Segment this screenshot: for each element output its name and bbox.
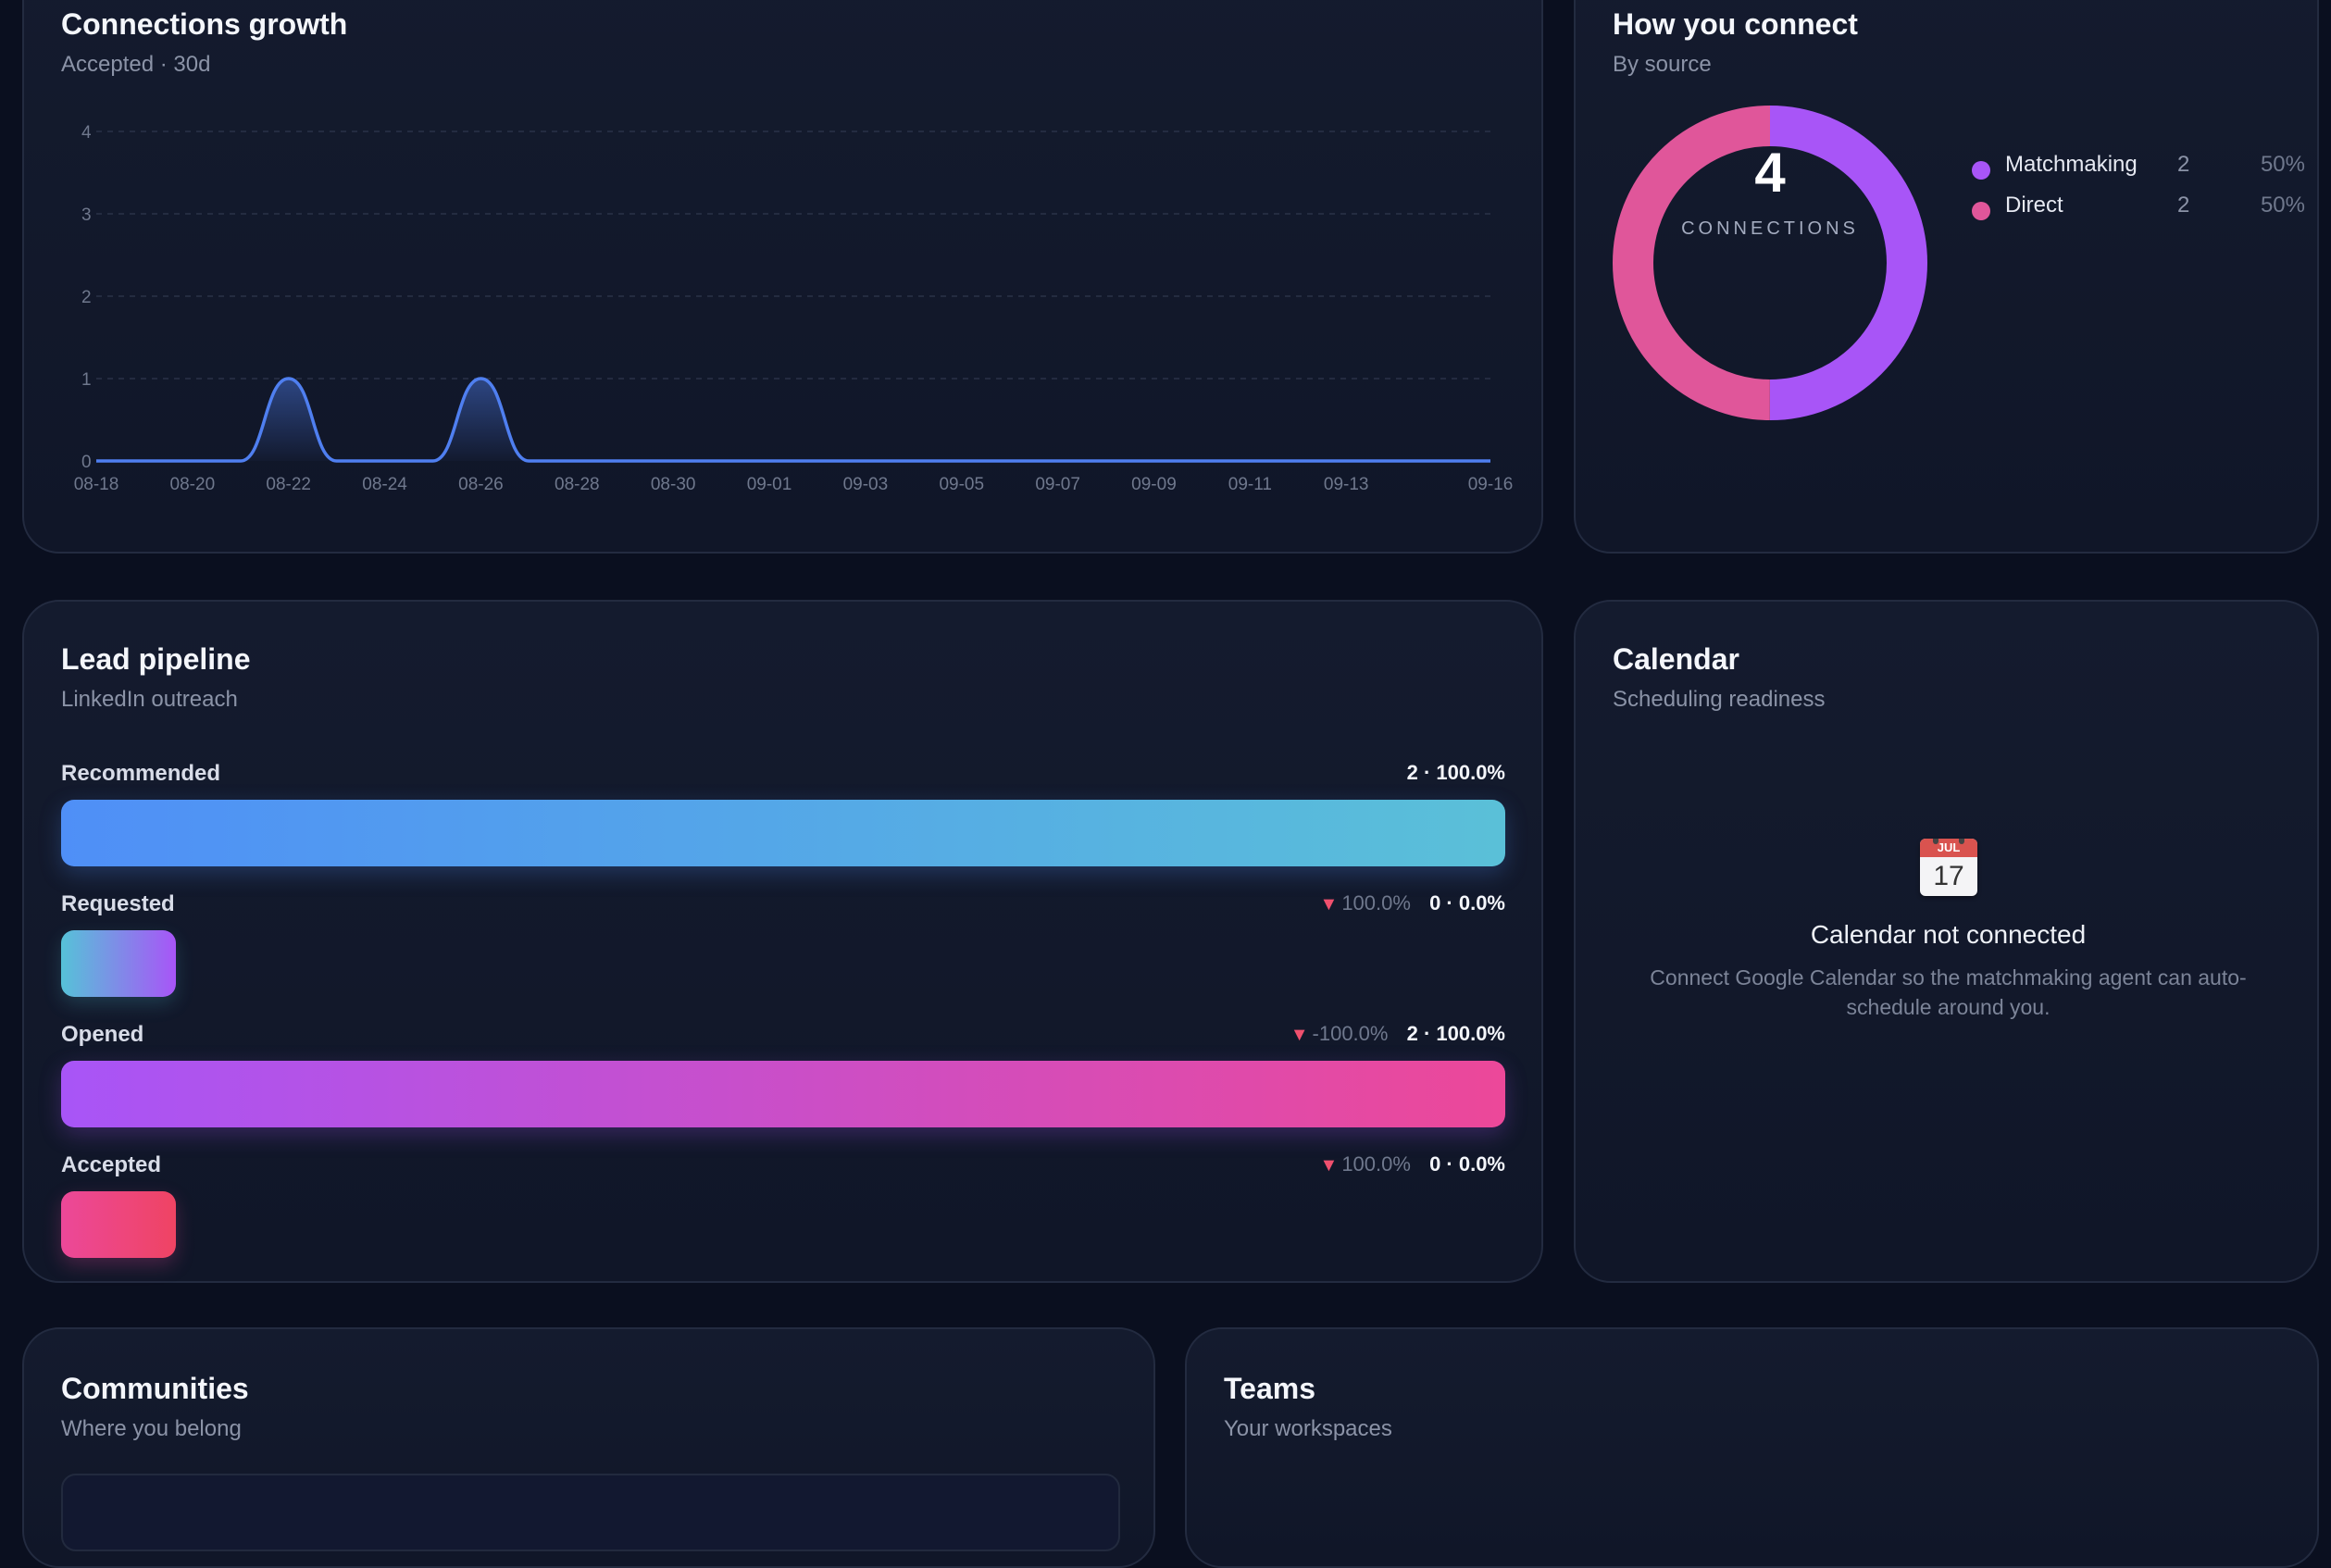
y-tick-label: 4 — [81, 123, 92, 143]
legend-percent: 50% — [2260, 152, 2305, 177]
y-tick-label: 1 — [81, 370, 92, 390]
how-you-connect-title: How you connect — [1613, 7, 1858, 41]
connections-growth-title: Connections growth — [61, 7, 348, 41]
stage-value: 2 · 100.0% — [1406, 1022, 1505, 1045]
connections-growth-chart: 0 1 2 3 4 08-18 08-20 08-22 08-24 08-26 08-28 08-30… — [74, 123, 1514, 494]
community-list-item[interactable] — [61, 1474, 1120, 1551]
stage-value: 2 · 100.0% — [1406, 761, 1505, 784]
x-tick-label: 08-18 — [74, 475, 119, 494]
lead-pipeline-title: Lead pipeline — [61, 642, 251, 676]
connections-total-label: CONNECTIONS — [1681, 218, 1859, 239]
how-you-connect-card: How you connect By source 4 CONNECTIONS … — [1574, 0, 2319, 554]
x-tick-label: 09-09 — [1131, 475, 1177, 494]
calendar-ring — [1933, 839, 1938, 844]
communities-subtitle: Where you belong — [61, 1416, 242, 1441]
connections-growth-subtitle: Accepted · 30d — [61, 52, 211, 77]
stage-bar — [61, 800, 1505, 866]
stage-bar — [61, 930, 176, 997]
x-tick-label: 09-13 — [1324, 475, 1369, 494]
calendar-icon-month: JUL — [1920, 839, 1977, 857]
stage-value: 0 · 0.0% — [1429, 891, 1505, 915]
legend-item-matchmaking: Matchmaking 2 50% — [1972, 152, 2305, 193]
stage-label: Opened — [61, 1022, 144, 1047]
teams-subtitle: Your workspaces — [1224, 1416, 1392, 1441]
legend-percent: 50% — [2260, 193, 2305, 218]
stage-label: Requested — [61, 891, 175, 916]
x-tick-label: 09-01 — [747, 475, 792, 494]
x-tick-label: 09-16 — [1468, 475, 1514, 494]
stage-bar — [61, 1061, 1505, 1127]
teams-card: Teams Your workspaces — [1185, 1327, 2319, 1568]
stage-delta-value: 100.0% — [1341, 1152, 1411, 1176]
lead-pipeline-card: Lead pipeline LinkedIn outreach Recommen… — [22, 600, 1543, 1283]
series-line — [96, 377, 1490, 463]
x-tick-label: 08-22 — [266, 475, 311, 494]
stage-delta-value: -100.0% — [1312, 1022, 1389, 1045]
x-tick-label: 09-03 — [843, 475, 889, 494]
x-tick-label: 08-24 — [362, 475, 407, 494]
stage-stats: ▼ 100.0% 0 · 0.0% — [1320, 1152, 1505, 1176]
legend-name: Matchmaking — [2005, 152, 2138, 177]
stage-delta: ▼ -100.0% — [1290, 1022, 1389, 1045]
x-tick-label: 08-28 — [555, 475, 600, 494]
down-triangle-icon: ▼ — [1290, 1025, 1309, 1045]
x-tick-label: 08-20 — [170, 475, 216, 494]
x-tick-label: 09-05 — [939, 475, 984, 494]
legend-item-direct: Direct 2 50% — [1972, 193, 2305, 233]
how-you-connect-subtitle: By source — [1613, 52, 1712, 77]
donut-slice — [1613, 106, 1927, 420]
connections-total: 4 — [1754, 142, 1786, 204]
stage-label: Accepted — [61, 1152, 162, 1177]
series-area — [96, 379, 1490, 461]
x-tick-label: 09-11 — [1228, 475, 1272, 494]
stage-bar — [61, 1191, 176, 1258]
teams-title: Teams — [1224, 1372, 1316, 1405]
source-legend: Matchmaking 2 50% Direct 2 50% — [1972, 152, 2305, 233]
stage-delta: ▼ 100.0% — [1320, 1152, 1411, 1176]
stage-delta: ▼ 100.0% — [1320, 891, 1411, 915]
stage-stats: ▼ 100.0% 0 · 0.0% — [1320, 891, 1505, 915]
legend-count: 2 — [2177, 193, 2190, 218]
communities-card: Communities Where you belong — [22, 1327, 1155, 1568]
legend-dot — [1972, 161, 1990, 180]
x-tick-label: 08-26 — [458, 475, 504, 494]
calendar-title: Calendar — [1613, 642, 1739, 676]
source-donut-chart — [1613, 106, 1927, 420]
calendar-status: Calendar not connected — [1810, 920, 2087, 949]
calendar-card: Calendar Scheduling readiness JUL 17 Cal… — [1574, 600, 2319, 1283]
y-tick-label: 2 — [81, 288, 92, 307]
y-tick-label: 3 — [81, 205, 92, 225]
x-tick-label: 08-30 — [651, 475, 696, 494]
calendar-ring — [1959, 839, 1964, 844]
communities-title: Communities — [61, 1372, 249, 1405]
y-tick-label: 0 — [81, 453, 92, 472]
down-triangle-icon: ▼ — [1319, 1155, 1339, 1176]
calendar-description: Connect Google Calendar so the matchmaki… — [1650, 965, 2247, 1019]
lead-pipeline-subtitle: LinkedIn outreach — [61, 687, 238, 712]
legend-count: 2 — [2177, 152, 2190, 177]
stage-stats: 2 · 100.0% — [1407, 761, 1505, 785]
legend-name: Direct — [2005, 193, 2063, 218]
stage-label: Recommended — [61, 761, 221, 786]
stage-stats: ▼ -100.0% 2 · 100.0% — [1290, 1022, 1505, 1046]
calendar-icon-day: 17 — [1933, 861, 1964, 891]
stage-delta-value: 100.0% — [1341, 891, 1411, 915]
calendar-subtitle: Scheduling readiness — [1613, 687, 1826, 712]
down-triangle-icon: ▼ — [1319, 894, 1339, 915]
legend-dot — [1972, 202, 1990, 220]
x-tick-label: 09-07 — [1035, 475, 1080, 494]
calendar-icon: JUL 17 — [1920, 839, 1977, 896]
stage-value: 0 · 0.0% — [1429, 1152, 1505, 1176]
